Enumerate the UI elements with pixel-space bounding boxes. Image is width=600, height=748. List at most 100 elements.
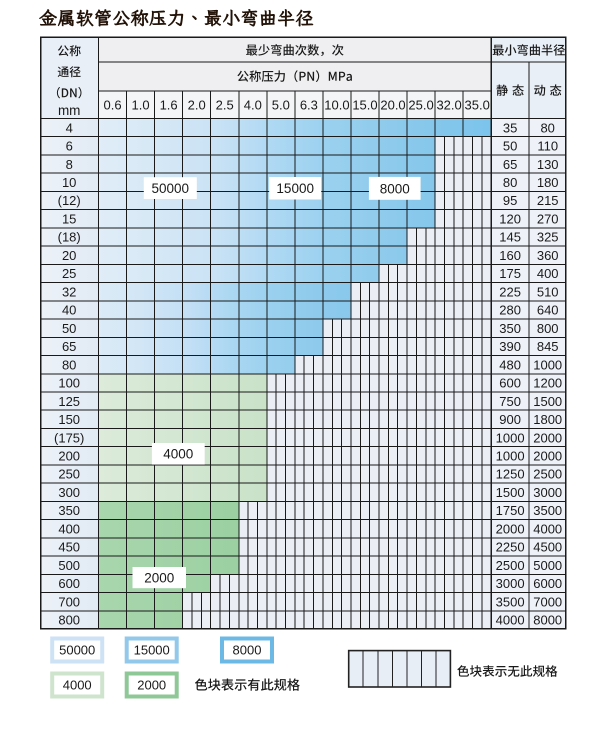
svg-text:1500: 1500 <box>496 485 525 500</box>
svg-text:400: 400 <box>58 521 80 536</box>
svg-text:65: 65 <box>62 339 76 354</box>
svg-text:125: 125 <box>58 394 80 409</box>
svg-text:3000: 3000 <box>496 576 525 591</box>
svg-text:250: 250 <box>58 467 80 482</box>
svg-text:2000: 2000 <box>144 571 174 586</box>
svg-text:50: 50 <box>62 321 76 336</box>
svg-text:(12): (12) <box>58 193 81 208</box>
svg-text:6.3: 6.3 <box>300 97 318 112</box>
svg-text:5.0: 5.0 <box>272 97 290 112</box>
svg-text:8: 8 <box>66 157 73 172</box>
svg-text:100: 100 <box>58 376 80 391</box>
svg-text:20.0: 20.0 <box>380 97 405 112</box>
svg-text:15000: 15000 <box>276 181 314 196</box>
svg-text:(18): (18) <box>58 230 81 245</box>
svg-text:10.0: 10.0 <box>324 97 349 112</box>
svg-text:1000: 1000 <box>496 448 525 463</box>
svg-text:1.0: 1.0 <box>132 97 150 112</box>
svg-text:65: 65 <box>503 157 517 172</box>
svg-text:1.6: 1.6 <box>160 97 178 112</box>
svg-text:1200: 1200 <box>533 376 562 391</box>
svg-text:270: 270 <box>537 211 559 226</box>
svg-text:mm: mm <box>58 103 81 118</box>
svg-text:(175): (175) <box>54 430 84 445</box>
svg-text:180: 180 <box>537 175 559 190</box>
svg-text:800: 800 <box>58 613 80 628</box>
svg-text:600: 600 <box>499 376 521 391</box>
svg-text:50000: 50000 <box>152 181 190 196</box>
svg-text:3000: 3000 <box>533 485 562 500</box>
svg-text:1500: 1500 <box>533 394 562 409</box>
svg-text:3500: 3500 <box>533 503 562 518</box>
svg-text:0.6: 0.6 <box>103 97 121 112</box>
svg-text:160: 160 <box>499 248 521 263</box>
svg-text:600: 600 <box>58 576 80 591</box>
svg-text:25.0: 25.0 <box>408 97 433 112</box>
svg-text:450: 450 <box>58 540 80 555</box>
svg-text:4: 4 <box>66 120 73 135</box>
svg-text:845: 845 <box>537 339 559 354</box>
svg-text:8000: 8000 <box>533 613 562 628</box>
svg-text:1250: 1250 <box>496 467 525 482</box>
svg-text:2000: 2000 <box>496 521 525 536</box>
svg-text:7000: 7000 <box>533 594 562 609</box>
svg-text:2000: 2000 <box>137 678 166 693</box>
svg-text:1000: 1000 <box>496 430 525 445</box>
svg-text:4500: 4500 <box>533 540 562 555</box>
svg-text:2.0: 2.0 <box>188 97 206 112</box>
svg-text:400: 400 <box>537 266 559 281</box>
svg-text:95: 95 <box>503 193 517 208</box>
svg-text:50000: 50000 <box>59 643 95 658</box>
svg-text:800: 800 <box>537 321 559 336</box>
svg-text:4.0: 4.0 <box>244 97 262 112</box>
svg-text:80: 80 <box>503 175 517 190</box>
svg-text:300: 300 <box>58 485 80 500</box>
svg-text:35.0: 35.0 <box>465 97 490 112</box>
svg-text:35: 35 <box>503 120 517 135</box>
svg-text:2500: 2500 <box>496 558 525 573</box>
svg-text:4000: 4000 <box>533 521 562 536</box>
svg-text:130: 130 <box>537 157 559 172</box>
svg-text:500: 500 <box>58 558 80 573</box>
svg-text:6000: 6000 <box>533 576 562 591</box>
svg-text:15000: 15000 <box>134 643 170 658</box>
svg-text:2.5: 2.5 <box>216 97 234 112</box>
svg-text:1800: 1800 <box>533 412 562 427</box>
svg-text:80: 80 <box>62 357 76 372</box>
svg-text:2000: 2000 <box>533 448 562 463</box>
svg-text:350: 350 <box>58 503 80 518</box>
svg-text:390: 390 <box>499 339 521 354</box>
svg-text:145: 145 <box>499 230 521 245</box>
svg-text:2000: 2000 <box>533 430 562 445</box>
svg-text:6: 6 <box>66 139 73 154</box>
svg-text:150: 150 <box>58 412 80 427</box>
svg-text:32.0: 32.0 <box>436 97 461 112</box>
svg-text:900: 900 <box>499 412 521 427</box>
svg-text:32: 32 <box>62 284 76 299</box>
svg-text:50: 50 <box>503 139 517 154</box>
svg-text:5000: 5000 <box>533 558 562 573</box>
svg-text:480: 480 <box>499 357 521 372</box>
svg-text:200: 200 <box>58 448 80 463</box>
svg-text:280: 280 <box>499 303 521 318</box>
svg-text:700: 700 <box>58 594 80 609</box>
svg-text:80: 80 <box>540 120 554 135</box>
svg-text:4000: 4000 <box>496 613 525 628</box>
svg-text:8000: 8000 <box>380 181 410 196</box>
svg-text:360: 360 <box>537 248 559 263</box>
svg-text:2250: 2250 <box>496 540 525 555</box>
svg-text:15: 15 <box>62 211 76 226</box>
svg-text:1000: 1000 <box>533 357 562 372</box>
svg-text:3500: 3500 <box>496 594 525 609</box>
svg-text:325: 325 <box>537 230 559 245</box>
svg-text:15.0: 15.0 <box>352 97 377 112</box>
svg-text:20: 20 <box>62 248 76 263</box>
svg-text:110: 110 <box>537 139 558 154</box>
svg-text:8000: 8000 <box>233 643 262 658</box>
svg-text:350: 350 <box>499 321 521 336</box>
svg-text:175: 175 <box>499 266 521 281</box>
svg-text:25: 25 <box>62 266 76 281</box>
svg-text:640: 640 <box>537 303 559 318</box>
svg-text:120: 120 <box>499 211 521 226</box>
svg-text:10: 10 <box>62 175 76 190</box>
